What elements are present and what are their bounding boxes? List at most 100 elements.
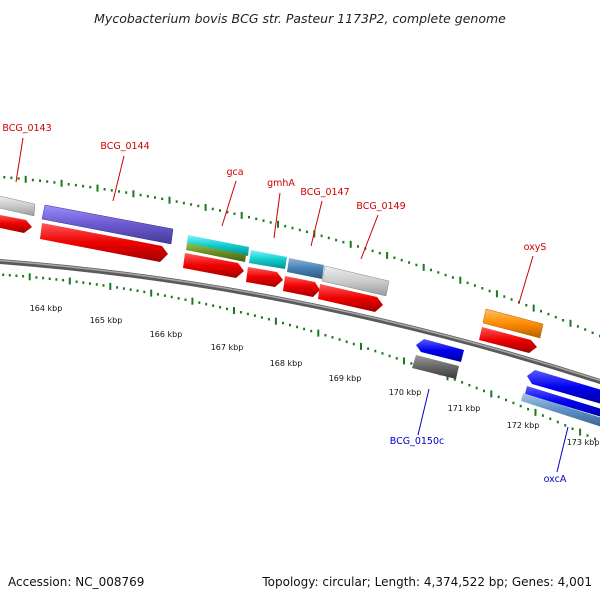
gene-label-leaders xyxy=(15,137,569,473)
gene-bcg0150c-other[interactable] xyxy=(412,355,459,379)
backbone-track xyxy=(0,258,600,385)
outer-track-mark xyxy=(473,284,476,287)
inner-track-mark xyxy=(55,278,58,281)
inner-track-mark xyxy=(395,357,398,360)
gene-bcg0147-cds[interactable] xyxy=(283,276,320,297)
inner-track-mark xyxy=(296,325,299,329)
label-bcg0149[interactable]: BCG_0149 xyxy=(356,201,405,212)
outer-track-mark xyxy=(204,203,207,211)
outer-track-mark xyxy=(444,273,447,277)
gene-gmhA-other[interactable] xyxy=(249,250,287,269)
label-gmhA[interactable]: gmhA xyxy=(267,178,295,189)
label-bcg0144[interactable]: BCG_0144 xyxy=(100,141,149,152)
outer-track-mark xyxy=(495,290,498,298)
outer-track-mark xyxy=(24,175,27,183)
outer-track-mark xyxy=(262,219,265,222)
inner-track-mark xyxy=(352,342,355,346)
tick-label: 173 kbp xyxy=(567,438,600,447)
inner-track-mark xyxy=(150,289,153,297)
outer-track-mark xyxy=(291,226,294,230)
gene-bcg0143-other[interactable] xyxy=(0,195,36,217)
inner-track-mark xyxy=(468,383,471,387)
inner-track-mark xyxy=(345,340,348,343)
outer-track-mark xyxy=(175,200,178,203)
inner-track-mark xyxy=(62,278,65,282)
gene-gmhA-cds[interactable] xyxy=(246,267,283,287)
label-bcg0150c[interactable]: BCG_0150c xyxy=(390,436,445,447)
gene-gca-cds[interactable] xyxy=(183,253,244,278)
outer-track-mark xyxy=(422,263,425,271)
outer-track-mark xyxy=(125,191,128,194)
gene-labels: BCG_0143 BCG_0144 gca gmhA BCG_0147 BCG_… xyxy=(2,123,566,485)
label-bcg0147[interactable]: BCG_0147 xyxy=(300,187,349,198)
inner-track-mark xyxy=(42,276,45,280)
outer-track-mark xyxy=(349,240,352,248)
inner-track-mark xyxy=(410,362,413,365)
outer-track-mark xyxy=(89,185,92,189)
tick-labels: 164 kbp 165 kbp 166 kbp 167 kbp 168 kbp 169 k… xyxy=(30,304,600,447)
outer-track-mark xyxy=(525,304,528,307)
outer-track-mark xyxy=(466,281,469,285)
inner-track-mark xyxy=(48,277,51,280)
outer-track-mark xyxy=(327,236,330,240)
gene-oxcA-cds-2[interactable] xyxy=(525,386,600,418)
label-gca[interactable]: gca xyxy=(226,167,243,178)
outer-track-mark xyxy=(60,179,63,187)
inner-track-mark xyxy=(15,274,18,277)
outer-track-mark xyxy=(240,211,243,219)
gene-oxcA-cds[interactable] xyxy=(527,370,600,405)
leader-oxcA xyxy=(556,426,569,473)
outer-track-mark xyxy=(161,197,164,201)
gene-gca-misc[interactable] xyxy=(186,243,246,262)
outer-track-mark xyxy=(53,181,56,184)
outer-track-mark xyxy=(67,183,70,186)
inner-track-mark xyxy=(35,276,38,279)
inner-track-mark xyxy=(136,289,139,292)
gene-oxyS-cds[interactable] xyxy=(479,327,537,353)
outer-track-mark xyxy=(540,309,542,313)
outer-dotted-track xyxy=(3,175,600,338)
outer-track-mark xyxy=(488,289,491,293)
outer-track-mark xyxy=(357,245,359,248)
inner-track-mark xyxy=(129,288,132,291)
outer-track-mark xyxy=(335,238,338,242)
inner-track-mark xyxy=(109,282,112,290)
outer-track-mark xyxy=(3,176,6,179)
inner-track-mark xyxy=(282,321,284,325)
outer-track-mark xyxy=(132,190,135,198)
leader-gca xyxy=(221,180,237,227)
label-bcg0143[interactable]: BCG_0143 xyxy=(2,123,51,134)
leader-bcg0150c xyxy=(417,388,430,436)
inner-track-mark xyxy=(519,404,522,408)
gene-oxcA-other[interactable] xyxy=(521,393,600,428)
outer-track-mark xyxy=(74,183,77,187)
outer-track-mark xyxy=(17,177,20,180)
inner-track-mark xyxy=(289,323,291,327)
gene-bcg0149-cds[interactable] xyxy=(318,284,383,312)
label-oxcA[interactable]: oxcA xyxy=(544,474,567,485)
outer-track-mark xyxy=(569,319,572,327)
inner-track-mark xyxy=(388,354,391,358)
inner-track-mark xyxy=(239,311,242,314)
inner-track-mark xyxy=(226,307,228,311)
gene-bcg0149-other[interactable] xyxy=(321,265,390,297)
gene-bcg0150c-cds[interactable] xyxy=(416,339,464,362)
inner-track-mark xyxy=(102,284,105,287)
gene-bcg0147-other[interactable] xyxy=(287,258,324,279)
inner-track-mark xyxy=(549,417,552,420)
outer-track-mark xyxy=(430,268,432,272)
inner-track-mark xyxy=(2,273,5,276)
inner-track-mark xyxy=(534,408,537,416)
outer-track-mark xyxy=(103,188,106,191)
leader-bcg0149 xyxy=(360,214,379,260)
gene-gca-other[interactable] xyxy=(187,235,249,256)
gene-bcg0144-cds[interactable] xyxy=(40,223,168,262)
label-oxyS[interactable]: oxyS xyxy=(524,242,547,253)
gene-bcg0143-cds[interactable] xyxy=(0,214,32,233)
gene-oxyS-other[interactable] xyxy=(482,308,544,339)
inner-track-mark xyxy=(177,297,180,300)
inner-dotted-track xyxy=(2,273,596,441)
inner-track-mark xyxy=(497,395,500,399)
gene-bcg0144-other[interactable] xyxy=(41,204,174,245)
inner-track-mark xyxy=(233,307,235,314)
